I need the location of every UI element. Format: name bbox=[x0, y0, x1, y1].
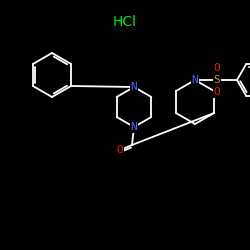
Text: O: O bbox=[214, 63, 220, 73]
Text: N: N bbox=[130, 122, 138, 132]
Text: S: S bbox=[214, 75, 220, 85]
Text: N: N bbox=[192, 75, 198, 85]
Text: O: O bbox=[116, 145, 123, 155]
Text: O: O bbox=[214, 87, 220, 97]
Text: N: N bbox=[130, 82, 138, 92]
Text: HCl: HCl bbox=[113, 15, 137, 29]
